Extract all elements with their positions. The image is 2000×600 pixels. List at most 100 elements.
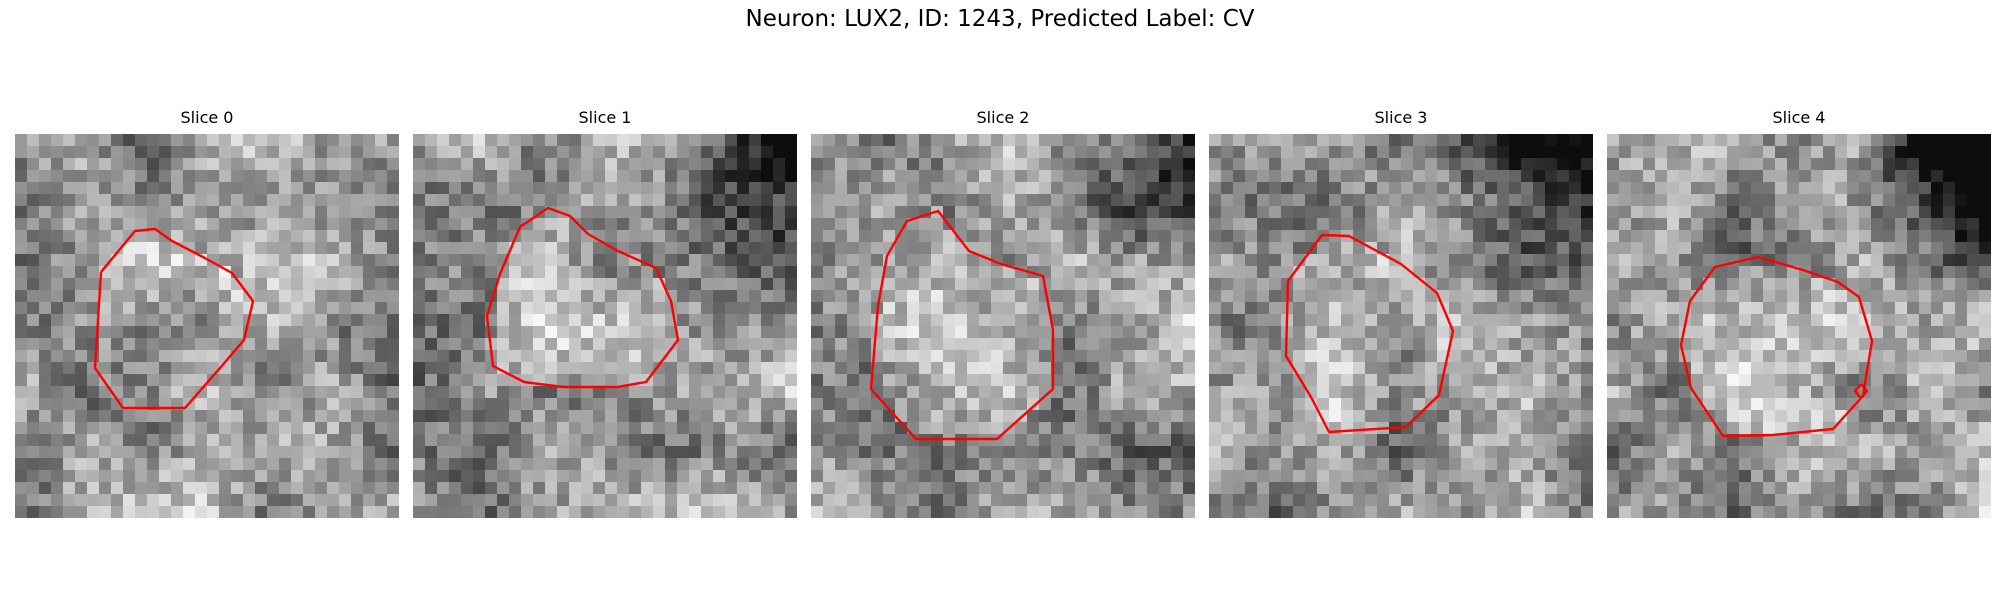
image-pixel [1401, 254, 1414, 267]
image-pixel [907, 458, 920, 471]
image-pixel [1787, 218, 1800, 231]
image-pixel [653, 446, 666, 459]
image-pixel [991, 326, 1004, 339]
image-pixel [1305, 230, 1318, 243]
image-pixel [99, 242, 112, 255]
image-pixel [1485, 434, 1498, 447]
image-pixel [1389, 314, 1402, 327]
image-pixel [497, 134, 510, 147]
image-pixel [1787, 314, 1800, 327]
image-pixel [1473, 350, 1486, 363]
image-pixel [1703, 326, 1716, 339]
image-pixel [665, 170, 678, 183]
image-pixel [725, 278, 738, 291]
image-pixel [195, 158, 208, 171]
image-pixel [1521, 506, 1534, 518]
image-pixel [291, 314, 304, 327]
image-pixel [895, 458, 908, 471]
image-pixel [1787, 182, 1800, 195]
image-pixel [255, 422, 268, 435]
image-pixel [497, 302, 510, 315]
grayscale-pixel-grid [413, 134, 797, 518]
image-pixel [1269, 146, 1282, 159]
image-pixel [1233, 374, 1246, 387]
image-pixel [387, 434, 399, 447]
image-pixel [1847, 158, 1860, 171]
image-pixel [1437, 434, 1450, 447]
image-pixel [1171, 458, 1184, 471]
image-pixel [159, 182, 172, 195]
image-pixel [1943, 302, 1956, 315]
image-pixel [1015, 326, 1028, 339]
image-pixel [1473, 134, 1486, 147]
image-pixel [677, 254, 690, 267]
image-pixel [955, 350, 968, 363]
image-pixel [87, 434, 100, 447]
image-pixel [1123, 206, 1136, 219]
image-pixel [967, 266, 980, 279]
image-pixel [835, 254, 848, 267]
image-pixel [1171, 290, 1184, 303]
image-pixel [1305, 362, 1318, 375]
image-pixel [243, 458, 256, 471]
image-pixel [1871, 290, 1884, 303]
image-pixel [1159, 266, 1172, 279]
image-pixel [1907, 146, 1920, 159]
image-pixel [641, 194, 654, 207]
image-pixel [823, 266, 836, 279]
image-pixel [581, 362, 594, 375]
image-pixel [1473, 158, 1486, 171]
image-pixel [629, 278, 642, 291]
image-pixel [315, 134, 328, 147]
image-pixel [785, 410, 797, 423]
image-pixel [1293, 422, 1306, 435]
image-pixel [437, 470, 450, 483]
image-pixel [1607, 458, 1620, 471]
image-pixel [725, 146, 738, 159]
image-pixel [883, 362, 896, 375]
image-pixel [713, 314, 726, 327]
image-pixel [605, 326, 618, 339]
image-pixel [171, 326, 184, 339]
image-pixel [835, 386, 848, 399]
image-pixel [1631, 158, 1644, 171]
slice-panel-1: Slice 1 [413, 108, 797, 518]
image-pixel [811, 374, 824, 387]
image-pixel [1365, 290, 1378, 303]
image-pixel [39, 494, 52, 507]
image-pixel [545, 338, 558, 351]
image-pixel [135, 302, 148, 315]
image-pixel [581, 458, 594, 471]
image-pixel [1955, 434, 1968, 447]
image-pixel [1341, 290, 1354, 303]
image-pixel [737, 398, 750, 411]
image-pixel [1727, 242, 1740, 255]
image-pixel [1051, 182, 1064, 195]
image-pixel [135, 266, 148, 279]
image-pixel [991, 242, 1004, 255]
image-pixel [847, 362, 860, 375]
image-pixel [1221, 230, 1234, 243]
image-pixel [387, 446, 399, 459]
image-pixel [593, 158, 606, 171]
image-pixel [159, 242, 172, 255]
image-pixel [1557, 470, 1570, 483]
image-pixel [1221, 494, 1234, 507]
image-pixel [327, 494, 340, 507]
image-pixel [1835, 314, 1848, 327]
image-pixel [315, 434, 328, 447]
image-pixel [413, 482, 426, 495]
image-pixel [773, 182, 786, 195]
image-pixel [1497, 326, 1510, 339]
image-pixel [749, 218, 762, 231]
image-pixel [1581, 326, 1593, 339]
image-pixel [665, 446, 678, 459]
image-pixel [1787, 230, 1800, 243]
image-pixel [1509, 482, 1522, 495]
image-pixel [725, 446, 738, 459]
image-pixel [39, 362, 52, 375]
image-pixel [811, 482, 824, 495]
image-pixel [1823, 266, 1836, 279]
image-pixel [1979, 254, 1991, 267]
image-pixel [147, 254, 160, 267]
